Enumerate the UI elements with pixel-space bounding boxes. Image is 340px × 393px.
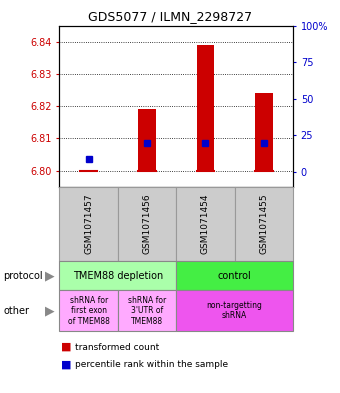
Bar xyxy=(138,109,156,171)
Text: shRNA for
first exon
of TMEM88: shRNA for first exon of TMEM88 xyxy=(68,296,109,325)
Text: transformed count: transformed count xyxy=(75,343,159,351)
Text: percentile rank within the sample: percentile rank within the sample xyxy=(75,360,228,369)
Bar xyxy=(255,93,273,171)
Text: GSM1071456: GSM1071456 xyxy=(142,194,152,254)
Text: ▶: ▶ xyxy=(45,304,54,317)
Text: ■: ■ xyxy=(61,360,72,370)
Text: GSM1071455: GSM1071455 xyxy=(259,194,268,254)
Text: GSM1071454: GSM1071454 xyxy=(201,194,210,254)
Text: ■: ■ xyxy=(61,342,72,352)
Text: TMEM88 depletion: TMEM88 depletion xyxy=(73,271,163,281)
Text: GDS5077 / ILMN_2298727: GDS5077 / ILMN_2298727 xyxy=(88,10,252,23)
Text: ▶: ▶ xyxy=(45,269,54,282)
Text: protocol: protocol xyxy=(3,271,43,281)
Text: GSM1071457: GSM1071457 xyxy=(84,194,93,254)
Text: shRNA for
3'UTR of
TMEM88: shRNA for 3'UTR of TMEM88 xyxy=(128,296,166,325)
Text: control: control xyxy=(218,271,252,281)
Text: other: other xyxy=(3,306,29,316)
Text: non-targetting
shRNA: non-targetting shRNA xyxy=(207,301,262,320)
Bar xyxy=(197,45,214,171)
